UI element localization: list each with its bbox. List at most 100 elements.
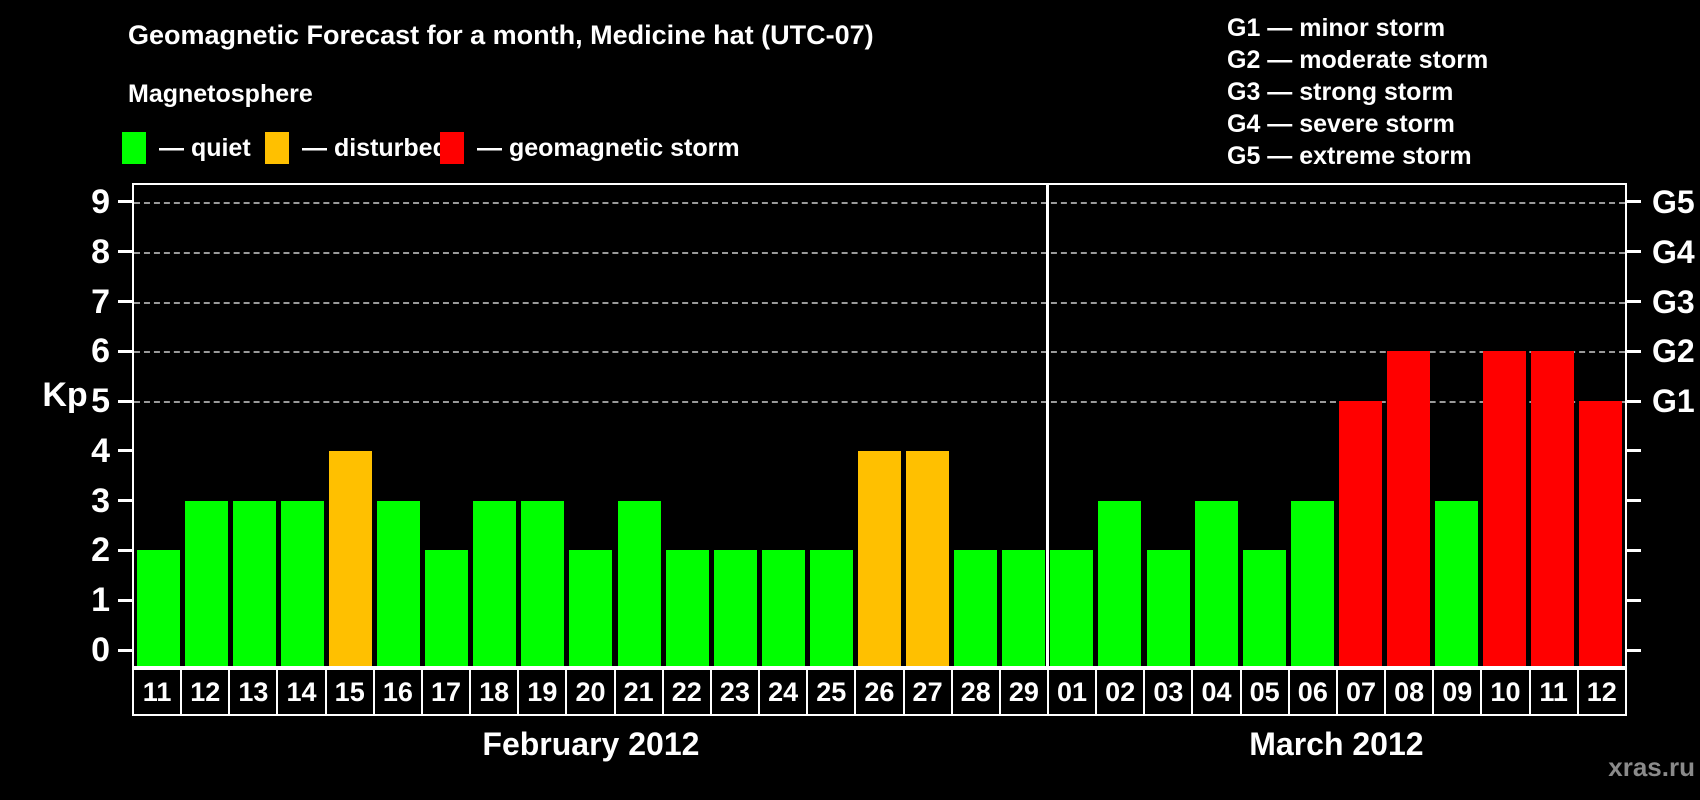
gridline-kp-8 bbox=[134, 251, 1625, 254]
kp-bar bbox=[954, 550, 998, 666]
day-label-cell: 19 bbox=[517, 668, 568, 716]
y-axis-title: Kp bbox=[42, 376, 88, 414]
day-label-cell: 01 bbox=[1046, 668, 1098, 716]
day-label-cell: 06 bbox=[1287, 668, 1338, 716]
right-axis-label-g1: G1 bbox=[1652, 383, 1695, 420]
magnetosphere-label: Magnetosphere bbox=[128, 80, 313, 108]
chart-title: Geomagnetic Forecast for a month, Medici… bbox=[128, 20, 874, 50]
storm-swatch-icon bbox=[440, 132, 464, 164]
kp-bar bbox=[665, 550, 709, 666]
quiet-swatch-icon bbox=[122, 132, 146, 164]
kp-bar bbox=[906, 450, 950, 666]
g-scale-legend: G1 — minor storm G2 — moderate storm G3 — … bbox=[1227, 12, 1488, 172]
kp-bar bbox=[1338, 401, 1382, 666]
gridline-kp-7 bbox=[134, 301, 1625, 304]
right-tick bbox=[1627, 648, 1641, 652]
y-axis-tick-label: 3 bbox=[91, 481, 110, 520]
y-axis-tick-label: 5 bbox=[91, 382, 110, 421]
kp-bar bbox=[1483, 351, 1527, 666]
day-label-cell: 03 bbox=[1143, 668, 1194, 716]
day-label-cell: 02 bbox=[1095, 668, 1146, 716]
watermark: xras.ru bbox=[1608, 752, 1695, 782]
day-label-cell: 12 bbox=[1576, 668, 1627, 716]
legend-label-disturbed: — disturbed bbox=[302, 133, 448, 162]
right-axis-label-g2: G2 bbox=[1652, 333, 1695, 370]
right-tick bbox=[1627, 548, 1641, 552]
kp-bar bbox=[1098, 500, 1142, 666]
kp-bar bbox=[713, 550, 757, 666]
kp-bar bbox=[1579, 401, 1623, 666]
y-axis-tick-label: 7 bbox=[91, 282, 110, 321]
g-legend-line-2: G2 — moderate storm bbox=[1227, 46, 1489, 74]
g-legend-line-1: G1 — minor storm bbox=[1227, 14, 1446, 42]
g-legend-line-5: G5 — extreme storm bbox=[1227, 142, 1472, 170]
kp-bar bbox=[521, 500, 565, 666]
y-axis-tick-label: 1 bbox=[91, 581, 110, 620]
right-axis-label-g5: G5 bbox=[1652, 183, 1695, 220]
kp-bar bbox=[569, 550, 613, 666]
kp-bar bbox=[184, 500, 228, 666]
left-tick bbox=[118, 648, 132, 652]
y-axis-tick-label: 2 bbox=[91, 531, 110, 570]
y-axis-tick-label: 8 bbox=[91, 232, 110, 271]
day-label-row: 11 12 13 14 15 16 17 18 19 20 21 22 23 24 25 26 27 28 29 01… bbox=[132, 668, 1627, 716]
right-axis-label-g3: G3 bbox=[1652, 283, 1695, 320]
gridline-kp-6 bbox=[134, 351, 1625, 354]
left-tick bbox=[118, 449, 132, 453]
right-axis-label-g4: G4 bbox=[1652, 233, 1695, 270]
day-label-cell: 12 bbox=[180, 668, 231, 716]
right-tick bbox=[1627, 250, 1641, 254]
kp-bar bbox=[280, 500, 324, 666]
kp-bar bbox=[858, 450, 901, 666]
y-axis-tick-label: 6 bbox=[91, 332, 110, 371]
kp-bar bbox=[761, 550, 805, 666]
y-axis-tick-label: 4 bbox=[91, 431, 110, 470]
day-label-cell: 29 bbox=[998, 668, 1049, 716]
legend-item-quiet: — quiet bbox=[122, 131, 251, 165]
kp-bar bbox=[1242, 550, 1286, 666]
kp-bar bbox=[1387, 351, 1431, 666]
day-label-cell: 05 bbox=[1239, 668, 1290, 716]
day-label-cell: 24 bbox=[758, 668, 809, 716]
day-label-cell: 14 bbox=[276, 668, 327, 716]
right-tick bbox=[1627, 598, 1641, 602]
right-tick bbox=[1627, 349, 1641, 353]
left-tick bbox=[118, 300, 132, 304]
kp-bar bbox=[1194, 500, 1238, 666]
g-legend-line-4: G4 — severe storm bbox=[1227, 110, 1455, 138]
kp-bar bbox=[1435, 500, 1479, 666]
day-label-cell: 27 bbox=[902, 668, 953, 716]
day-label-cell: 15 bbox=[324, 668, 375, 716]
legend-item-disturbed: — disturbed bbox=[265, 131, 448, 165]
right-tick bbox=[1627, 499, 1641, 503]
day-label-cell: 07 bbox=[1335, 668, 1387, 716]
y-axis-tick-label: 0 bbox=[91, 631, 110, 669]
y-axis-tick-label: 9 bbox=[91, 182, 110, 221]
kp-bar bbox=[473, 500, 517, 666]
day-label-cell: 04 bbox=[1191, 668, 1242, 716]
legend-item-storm: — geomagnetic storm bbox=[440, 131, 740, 165]
left-tick bbox=[118, 349, 132, 353]
day-label-cell: 16 bbox=[372, 668, 423, 716]
month-label-0: February 2012 bbox=[482, 726, 700, 762]
legend-label-quiet: — quiet bbox=[159, 133, 251, 162]
kp-bar bbox=[377, 500, 421, 666]
day-label-cell: 23 bbox=[709, 668, 761, 716]
gridline-kp-5 bbox=[134, 401, 1625, 404]
g-legend-line-3: G3 — strong storm bbox=[1227, 78, 1454, 106]
day-label-cell: 08 bbox=[1384, 668, 1435, 716]
kp-bar bbox=[1002, 550, 1046, 666]
plot-area bbox=[132, 183, 1627, 668]
right-tick bbox=[1627, 200, 1641, 204]
right-tick bbox=[1627, 300, 1641, 304]
day-label-cell: 21 bbox=[613, 668, 664, 716]
left-tick bbox=[118, 598, 132, 602]
day-label-cell: 25 bbox=[806, 668, 857, 716]
day-label-cell: 09 bbox=[1432, 668, 1483, 716]
day-label-cell: 10 bbox=[1480, 668, 1531, 716]
kp-bar bbox=[617, 500, 661, 666]
kp-bar bbox=[1050, 550, 1094, 666]
day-label-cell: 18 bbox=[469, 668, 520, 716]
kp-bar bbox=[328, 450, 372, 666]
legend-label-storm: — geomagnetic storm bbox=[477, 133, 740, 162]
